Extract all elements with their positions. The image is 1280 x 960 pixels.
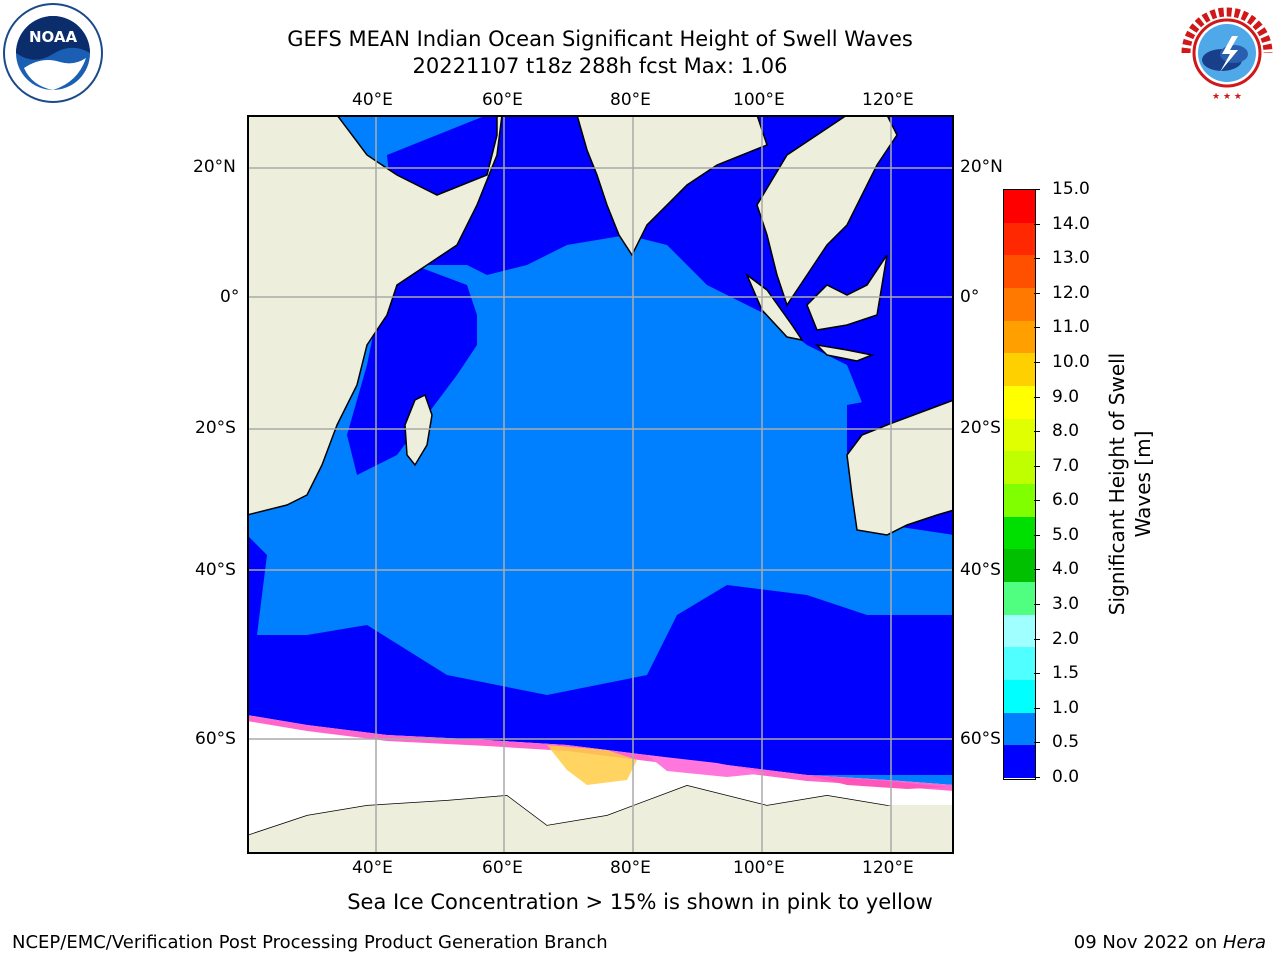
colorbar-tick-mark: [1034, 569, 1040, 571]
colorbar-tick-label: 15.0: [1052, 179, 1090, 199]
map-panel: [246, 114, 955, 855]
map-title-line2: 20221107 t18z 288h fcst Max: 1.06: [412, 54, 788, 78]
lon-label-top-120e: 120°E: [862, 90, 914, 110]
footer-date-text: 09 Nov 2022 on: [1073, 932, 1223, 953]
colorbar-tick-mark: [1034, 604, 1040, 606]
noaa-logo: NOAA: [2, 2, 104, 104]
colorbar-tick-labels: 15.0 14.0 13.0 12.0 11.0 10.0 9.0 8.0 7.0 6.0 5.0 4…: [1034, 179, 1100, 787]
colorbar-tick-label: 11.0: [1052, 317, 1090, 338]
noaa-logo-text: NOAA: [29, 28, 78, 46]
colorbar-segment: [1004, 320, 1035, 354]
colorbar-title-line1: Significant Height of Swell: [1105, 352, 1129, 616]
colorbar: [1003, 189, 1036, 780]
colorbar-tick-label: 13.0: [1052, 248, 1090, 269]
footer-credit: NCEP/EMC/Verification Post Processing Pr…: [12, 932, 608, 953]
lat-label-left-20s: 20°S: [195, 418, 236, 438]
graticule: [247, 115, 954, 854]
lat-label-right-0: 0°: [960, 287, 980, 307]
colorbar-tick-mark: [1034, 707, 1040, 709]
colorbar-tick-mark: [1034, 396, 1040, 398]
colorbar-tick-label: 12.0: [1052, 282, 1090, 303]
colorbar-tick-label: 0.0: [1052, 767, 1080, 787]
lon-label-top-100e: 100°E: [733, 90, 785, 110]
colorbar-tick-mark: [1034, 223, 1040, 225]
colorbar-segment: [1004, 484, 1035, 518]
colorbar-segment: [1004, 451, 1035, 485]
colorbar-tick-mark: [1034, 465, 1040, 467]
colorbar-tick-mark: [1034, 258, 1040, 260]
colorbar-tick-label: 7.0: [1052, 455, 1080, 476]
lat-label-right-40s: 40°S: [960, 560, 1001, 580]
land-masses: [246, 114, 955, 855]
colorbar-tick-mark: [1034, 534, 1040, 536]
sea-ice-note: Sea Ice Concentration > 15% is shown in …: [347, 890, 933, 914]
colorbar-segment: [1004, 680, 1035, 714]
nws-logo: ★ ★ ★: [1176, 2, 1278, 104]
svg-text:★ ★ ★: ★ ★ ★: [1212, 92, 1242, 102]
colorbar-title-line2: Waves [m]: [1131, 430, 1155, 538]
colorbar-tick-mark: [1034, 638, 1040, 640]
colorbar-segment: [1004, 582, 1035, 616]
map-title-line1: GEFS MEAN Indian Ocean Significant Heigh…: [287, 27, 913, 51]
lat-label-right-20n: 20°N: [960, 157, 1003, 177]
lon-label-bottom-60e: 60°E: [482, 858, 523, 878]
colorbar-tick-label: 1.0: [1052, 697, 1080, 718]
colorbar-tick-label: 2.0: [1052, 628, 1080, 649]
colorbar-tick-mark: [1034, 777, 1040, 778]
lon-label-bottom-100e: 100°E: [733, 858, 785, 878]
colorbar-segment: [1004, 386, 1035, 420]
colorbar-tick-label: 5.0: [1052, 524, 1080, 545]
colorbar-segment: [1004, 516, 1035, 550]
footer-host: Hera: [1222, 932, 1266, 953]
lat-label-left-0: 0°: [220, 287, 240, 307]
colorbar-tick-mark: [1034, 292, 1040, 294]
colorbar-tick-label: 10.0: [1052, 351, 1090, 372]
footer-date: 09 Nov 2022 on Hera: [1074, 932, 1266, 953]
colorbar-tick-mark: [1034, 673, 1040, 675]
colorbar-tick-label: 3.0: [1052, 594, 1080, 615]
colorbar-tick-label: 8.0: [1052, 421, 1080, 442]
colorbar-segment: [1004, 712, 1035, 746]
colorbar-tick-label: 9.0: [1052, 386, 1080, 407]
colorbar-segment: [1004, 255, 1035, 289]
colorbar-segment: [1004, 222, 1035, 256]
lon-label-top-40e: 40°E: [352, 90, 393, 110]
lat-label-left-60s: 60°S: [195, 729, 236, 749]
colorbar-segment: [1004, 647, 1035, 681]
colorbar-tick-mark: [1034, 431, 1040, 433]
colorbar-tick-mark: [1034, 742, 1040, 744]
colorbar-segment: [1004, 288, 1035, 322]
lon-label-top-60e: 60°E: [482, 90, 523, 110]
map-frame: [247, 115, 954, 854]
colorbar-tick-mark: [1034, 327, 1040, 329]
lat-label-right-60s: 60°S: [960, 729, 1001, 749]
colorbar-tick-label: 6.0: [1052, 490, 1080, 511]
colorbar-segment: [1004, 614, 1035, 648]
lon-label-bottom-80e: 80°E: [610, 858, 651, 878]
colorbar-segment: [1004, 190, 1035, 224]
colorbar-segment: [1004, 353, 1035, 387]
lat-label-left-20n: 20°N: [193, 157, 236, 177]
colorbar-tick-label: 1.5: [1052, 663, 1080, 684]
sea-ice-band: [247, 715, 954, 835]
lat-label-right-20s: 20°S: [960, 418, 1001, 438]
lon-label-bottom-120e: 120°E: [862, 858, 914, 878]
colorbar-segment: [1004, 549, 1035, 583]
colorbar-tick-mark: [1034, 189, 1040, 190]
colorbar-segment: [1004, 418, 1035, 452]
lat-label-left-40s: 40°S: [195, 560, 236, 580]
colorbar-tick-label: 14.0: [1052, 213, 1090, 234]
lon-label-bottom-40e: 40°E: [352, 858, 393, 878]
colorbar-tick-label: 0.5: [1052, 732, 1080, 753]
colorbar-tick-label: 4.0: [1052, 559, 1080, 580]
colorbar-segment: [1004, 745, 1035, 779]
colorbar-tick-mark: [1034, 361, 1040, 363]
colorbar-tick-mark: [1034, 500, 1040, 502]
lon-label-top-80e: 80°E: [610, 90, 651, 110]
